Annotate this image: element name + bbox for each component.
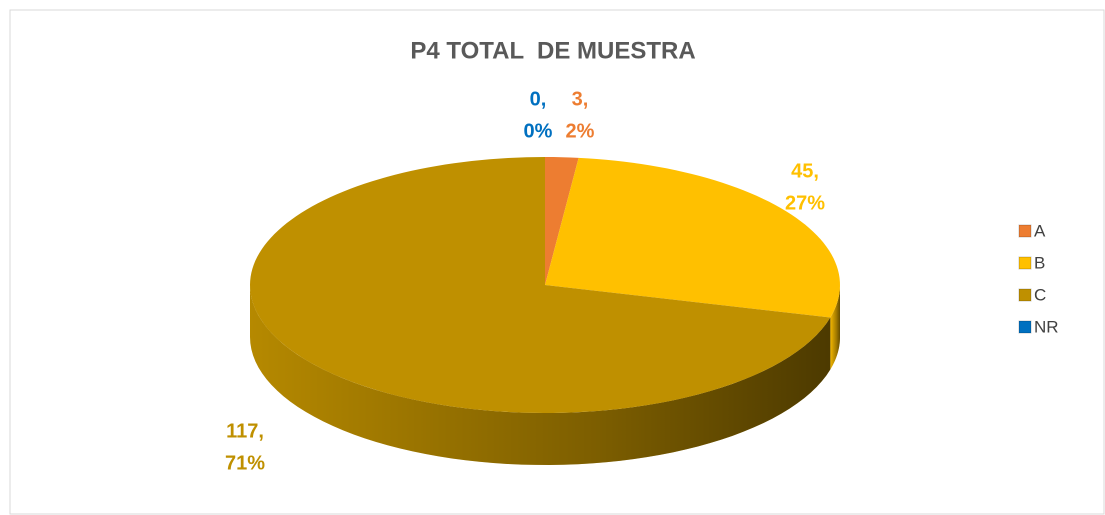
pie-slice bbox=[545, 157, 840, 318]
data-label: 117, bbox=[226, 420, 264, 442]
legend-label: B bbox=[1034, 253, 1045, 272]
chart-border bbox=[9, 9, 1105, 515]
data-label: 0, bbox=[530, 88, 547, 110]
legend-swatch bbox=[1018, 256, 1032, 270]
legend-label: C bbox=[1034, 285, 1046, 304]
data-label: 0% bbox=[524, 120, 553, 142]
pie-side-shade bbox=[830, 285, 840, 370]
legend-swatch bbox=[1018, 224, 1032, 238]
pie-side-shade bbox=[250, 285, 831, 465]
data-label: 45, bbox=[791, 160, 819, 182]
legend-label: A bbox=[1034, 221, 1046, 240]
legend-label: NR bbox=[1034, 317, 1059, 336]
legend-swatch bbox=[1018, 320, 1032, 334]
chart-title: P4 TOTAL DE MUESTRA bbox=[410, 37, 695, 64]
data-label: 2% bbox=[566, 120, 595, 142]
data-label: 71% bbox=[225, 452, 265, 474]
data-label: 3, bbox=[572, 88, 589, 110]
pie-slice bbox=[545, 157, 579, 285]
data-label: 27% bbox=[785, 192, 825, 214]
legend-swatch bbox=[1018, 288, 1032, 302]
pie-slice bbox=[250, 157, 831, 413]
